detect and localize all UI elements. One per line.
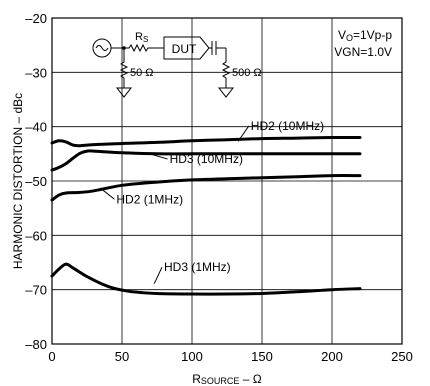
condition-vo-main: V	[338, 28, 346, 42]
dut-box	[163, 36, 210, 60]
series-annotation-label: HD3 (10MHz)	[170, 152, 243, 166]
series-line	[50, 149, 362, 172]
sine-wave-glyph	[95, 45, 109, 51]
y-tick-label: –50	[25, 174, 47, 189]
series-annotation-label: HD3 (1MHz)	[164, 260, 231, 274]
input-resistor-symbol	[119, 48, 129, 88]
x-axis-title: RSOURCE – Ω	[192, 372, 262, 386]
rs-label-main: R	[135, 31, 143, 43]
series-line	[50, 174, 362, 202]
condition-vo: VO=1Vp-p	[338, 28, 392, 43]
rs-label: RS	[135, 31, 148, 44]
y-tick-label: –80	[25, 337, 47, 352]
y-axis-title: HARMONIC DISTORTION – dBc	[11, 93, 25, 269]
input-resistor-label: 50 Ω	[130, 67, 154, 79]
dut-label: DUT	[172, 42, 197, 56]
output-ground-symbol	[217, 87, 235, 98]
annotation-leader	[237, 125, 250, 142]
x-tick-labels: 0 50 100 150 200 250	[48, 349, 412, 364]
annotation-leader	[153, 266, 163, 284]
y-tick-label: –30	[25, 65, 47, 80]
y-tick-label: –20	[25, 11, 47, 26]
condition-vo-tail: =1Vp-p	[353, 28, 392, 42]
series-annotation-label: HD2 (1MHz)	[116, 192, 183, 206]
series-annotation-label: HD2 (10MHz)	[251, 119, 324, 133]
y-tick-labels: –20 –30 –40 –50 –60 –70 –80	[25, 11, 47, 352]
input-ground-symbol	[115, 87, 133, 98]
y-tick-label: –60	[25, 228, 47, 243]
y-tick-label: –40	[25, 120, 47, 135]
series-line	[50, 262, 362, 296]
annotation-leader	[102, 189, 115, 200]
plot-frame	[51, 17, 403, 345]
x-axis-title-sub: SOURCE	[201, 376, 240, 386]
rs-resistor-symbol	[124, 43, 164, 53]
series-annotations: HD2 (10MHz) HD3 (10MHz) HD2 (1MHz) HD3 (1MH…	[102, 119, 324, 284]
test-circuit-schematic: RS DUT 500 Ω 50 Ω	[92, 31, 262, 98]
x-tick-label: 0	[48, 349, 55, 364]
x-tick-label: 50	[115, 349, 129, 364]
load-resistor-label: 500 Ω	[232, 67, 262, 79]
x-tick-label: 100	[181, 349, 203, 364]
series-line	[50, 135, 362, 148]
x-tick-label: 150	[251, 349, 273, 364]
x-tick-label: 250	[391, 349, 413, 364]
x-tick-label: 200	[321, 349, 343, 364]
condition-vo-sub: O	[346, 33, 353, 43]
condition-vgn: VGN=1.0V	[334, 45, 392, 59]
x-axis-title-main: R	[192, 372, 201, 386]
y-tick-label: –70	[25, 283, 47, 298]
test-conditions: VO=1Vp-p VGN=1.0V	[334, 28, 392, 59]
load-resistor-symbol	[221, 48, 231, 88]
x-axis-title-tail: – Ω	[239, 372, 261, 386]
annotation-leader	[149, 153, 168, 160]
series-lines	[50, 135, 362, 296]
rs-label-sub: S	[143, 35, 148, 44]
